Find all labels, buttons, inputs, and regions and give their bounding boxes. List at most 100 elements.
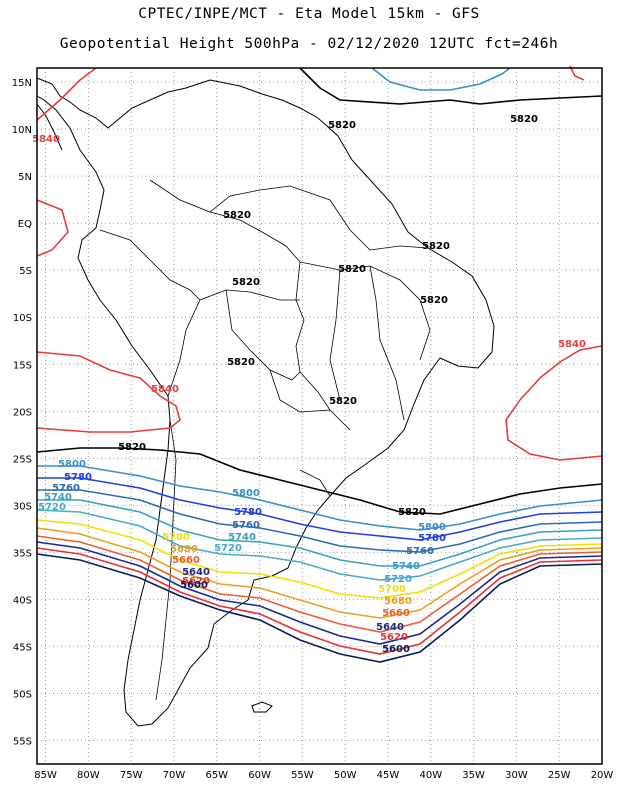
contour-label-5740: 5740 [44, 492, 72, 503]
contour-5740 [37, 499, 603, 567]
contour-5680 [36, 527, 603, 619]
coastline [36, 77, 495, 727]
contour-label-5800: 5800 [232, 488, 260, 499]
country-borders [99, 179, 431, 701]
lat-tick-label: EQ [18, 219, 32, 230]
contour-label-5820: 5820 [422, 241, 450, 252]
contour-5700 [36, 519, 603, 599]
lon-tick-label: 30W [505, 770, 528, 781]
contour-5840-west [36, 199, 69, 257]
contour-labels: 5840 5820 5820 5820 5820 5820 5820 5820 5820 5820… [32, 114, 586, 655]
height-contours [36, 65, 603, 663]
contour-label-5680: 5680 [170, 544, 198, 555]
border-argentina-chile [155, 419, 177, 701]
contour-label-5840: 5840 [558, 339, 586, 350]
contour-label-5660: 5660 [382, 608, 410, 619]
contour-label-5820: 5820 [510, 114, 538, 125]
longitude-axis: 85W 80W 75W 70W 65W 60W 55W 50W 45W 40W 35W 30W 25W 2… [34, 770, 613, 781]
contour-5780 [37, 477, 603, 541]
contour-label-5640: 5640 [182, 567, 210, 578]
lat-tick-label: 20S [13, 407, 32, 418]
contour-label-5640: 5640 [376, 622, 404, 633]
lat-tick-label: 35S [13, 548, 32, 559]
border-brazil-west [209, 211, 351, 431]
contour-label-5720: 5720 [38, 502, 66, 513]
lon-tick-label: 85W [34, 770, 57, 781]
contour-label-5820: 5820 [338, 264, 366, 275]
contour-label-5820: 5820 [398, 507, 426, 518]
lat-tick-label: 5S [19, 266, 32, 277]
contour-5760 [37, 489, 603, 553]
contour-label-5740: 5740 [392, 561, 420, 572]
lat-tick-label: 15S [13, 360, 32, 371]
contour-label-5800: 5800 [58, 459, 86, 470]
border-uruguay [299, 469, 331, 497]
contour-label-5620: 5620 [380, 632, 408, 643]
contour-label-5600: 5600 [382, 644, 410, 655]
lon-tick-label: 50W [334, 770, 357, 781]
lat-tick-label: 55S [13, 736, 32, 747]
contour-label-5600: 5600 [180, 580, 208, 591]
border-paraguay [269, 369, 331, 413]
lat-tick-label: 50S [13, 689, 32, 700]
lat-tick-label: 10N [12, 125, 32, 136]
contour-5820-main [36, 447, 603, 515]
lon-tick-label: 25W [548, 770, 571, 781]
border-andes [167, 289, 300, 397]
central-america-coast [36, 103, 63, 151]
lon-tick-label: 60W [248, 770, 271, 781]
lon-tick-label: 65W [205, 770, 228, 781]
contour-label-5820: 5820 [420, 295, 448, 306]
lon-tick-label: 40W [419, 770, 442, 781]
contour-5840-northwest [36, 67, 97, 121]
contour-label-5820: 5820 [232, 277, 260, 288]
contour-5640 [36, 541, 603, 645]
border-bolivia [225, 289, 301, 381]
contour-label-5820: 5820 [118, 442, 146, 453]
border-brazil-states [299, 261, 431, 421]
contour-5820-top [299, 67, 603, 105]
contour-label-5680: 5680 [384, 596, 412, 607]
contour-5800-north [371, 67, 511, 91]
contour-label-5780: 5780 [418, 533, 446, 544]
contour-label-5720: 5720 [214, 543, 242, 554]
lat-tick-label: 5N [18, 172, 32, 183]
lat-tick-label: 15N [12, 78, 32, 89]
contour-label-5820: 5820 [328, 120, 356, 131]
contour-label-5620: 5620 [182, 576, 210, 587]
falkland-islands [251, 701, 273, 713]
south-america-coast [36, 77, 495, 727]
contour-5800 [37, 465, 603, 531]
map-subtitle: Geopotential Height 500hPa - 02/12/2020 … [59, 36, 559, 52]
contour-5840-atlantic [505, 345, 603, 461]
lat-tick-label: 45S [13, 642, 32, 653]
contour-label-5660: 5660 [172, 555, 200, 566]
contour-label-5740: 5740 [228, 532, 256, 543]
contour-label-5840: 5840 [151, 384, 179, 395]
lat-tick-label: 10S [13, 313, 32, 324]
contour-label-5820: 5820 [329, 396, 357, 407]
contour-label-5760: 5760 [232, 520, 260, 531]
contour-label-5820: 5820 [223, 210, 251, 221]
contour-label-5780: 5780 [234, 507, 262, 518]
contour-label-5720: 5720 [384, 574, 412, 585]
lon-tick-label: 45W [377, 770, 400, 781]
map-title: CPTEC/INPE/MCT - Eta Model 15km - GFS [138, 6, 480, 22]
lat-tick-label: 30S [13, 501, 32, 512]
border-peru-ecuador [99, 229, 201, 301]
lat-tick-label: 25S [13, 454, 32, 465]
lat-tick-label: 40S [13, 595, 32, 606]
contour-label-5840: 5840 [32, 134, 60, 145]
lon-tick-label: 20W [591, 770, 614, 781]
map-frame [36, 67, 603, 765]
contour-5600 [36, 553, 603, 663]
contour-label-5800: 5800 [418, 522, 446, 533]
lon-tick-label: 55W [291, 770, 314, 781]
border-north [149, 179, 429, 251]
contour-5660 [36, 535, 603, 633]
contour-label-5760: 5760 [406, 546, 434, 557]
contour-label-5700: 5700 [378, 584, 406, 595]
contour-label-5700: 5700 [162, 532, 190, 543]
lon-tick-label: 35W [462, 770, 485, 781]
